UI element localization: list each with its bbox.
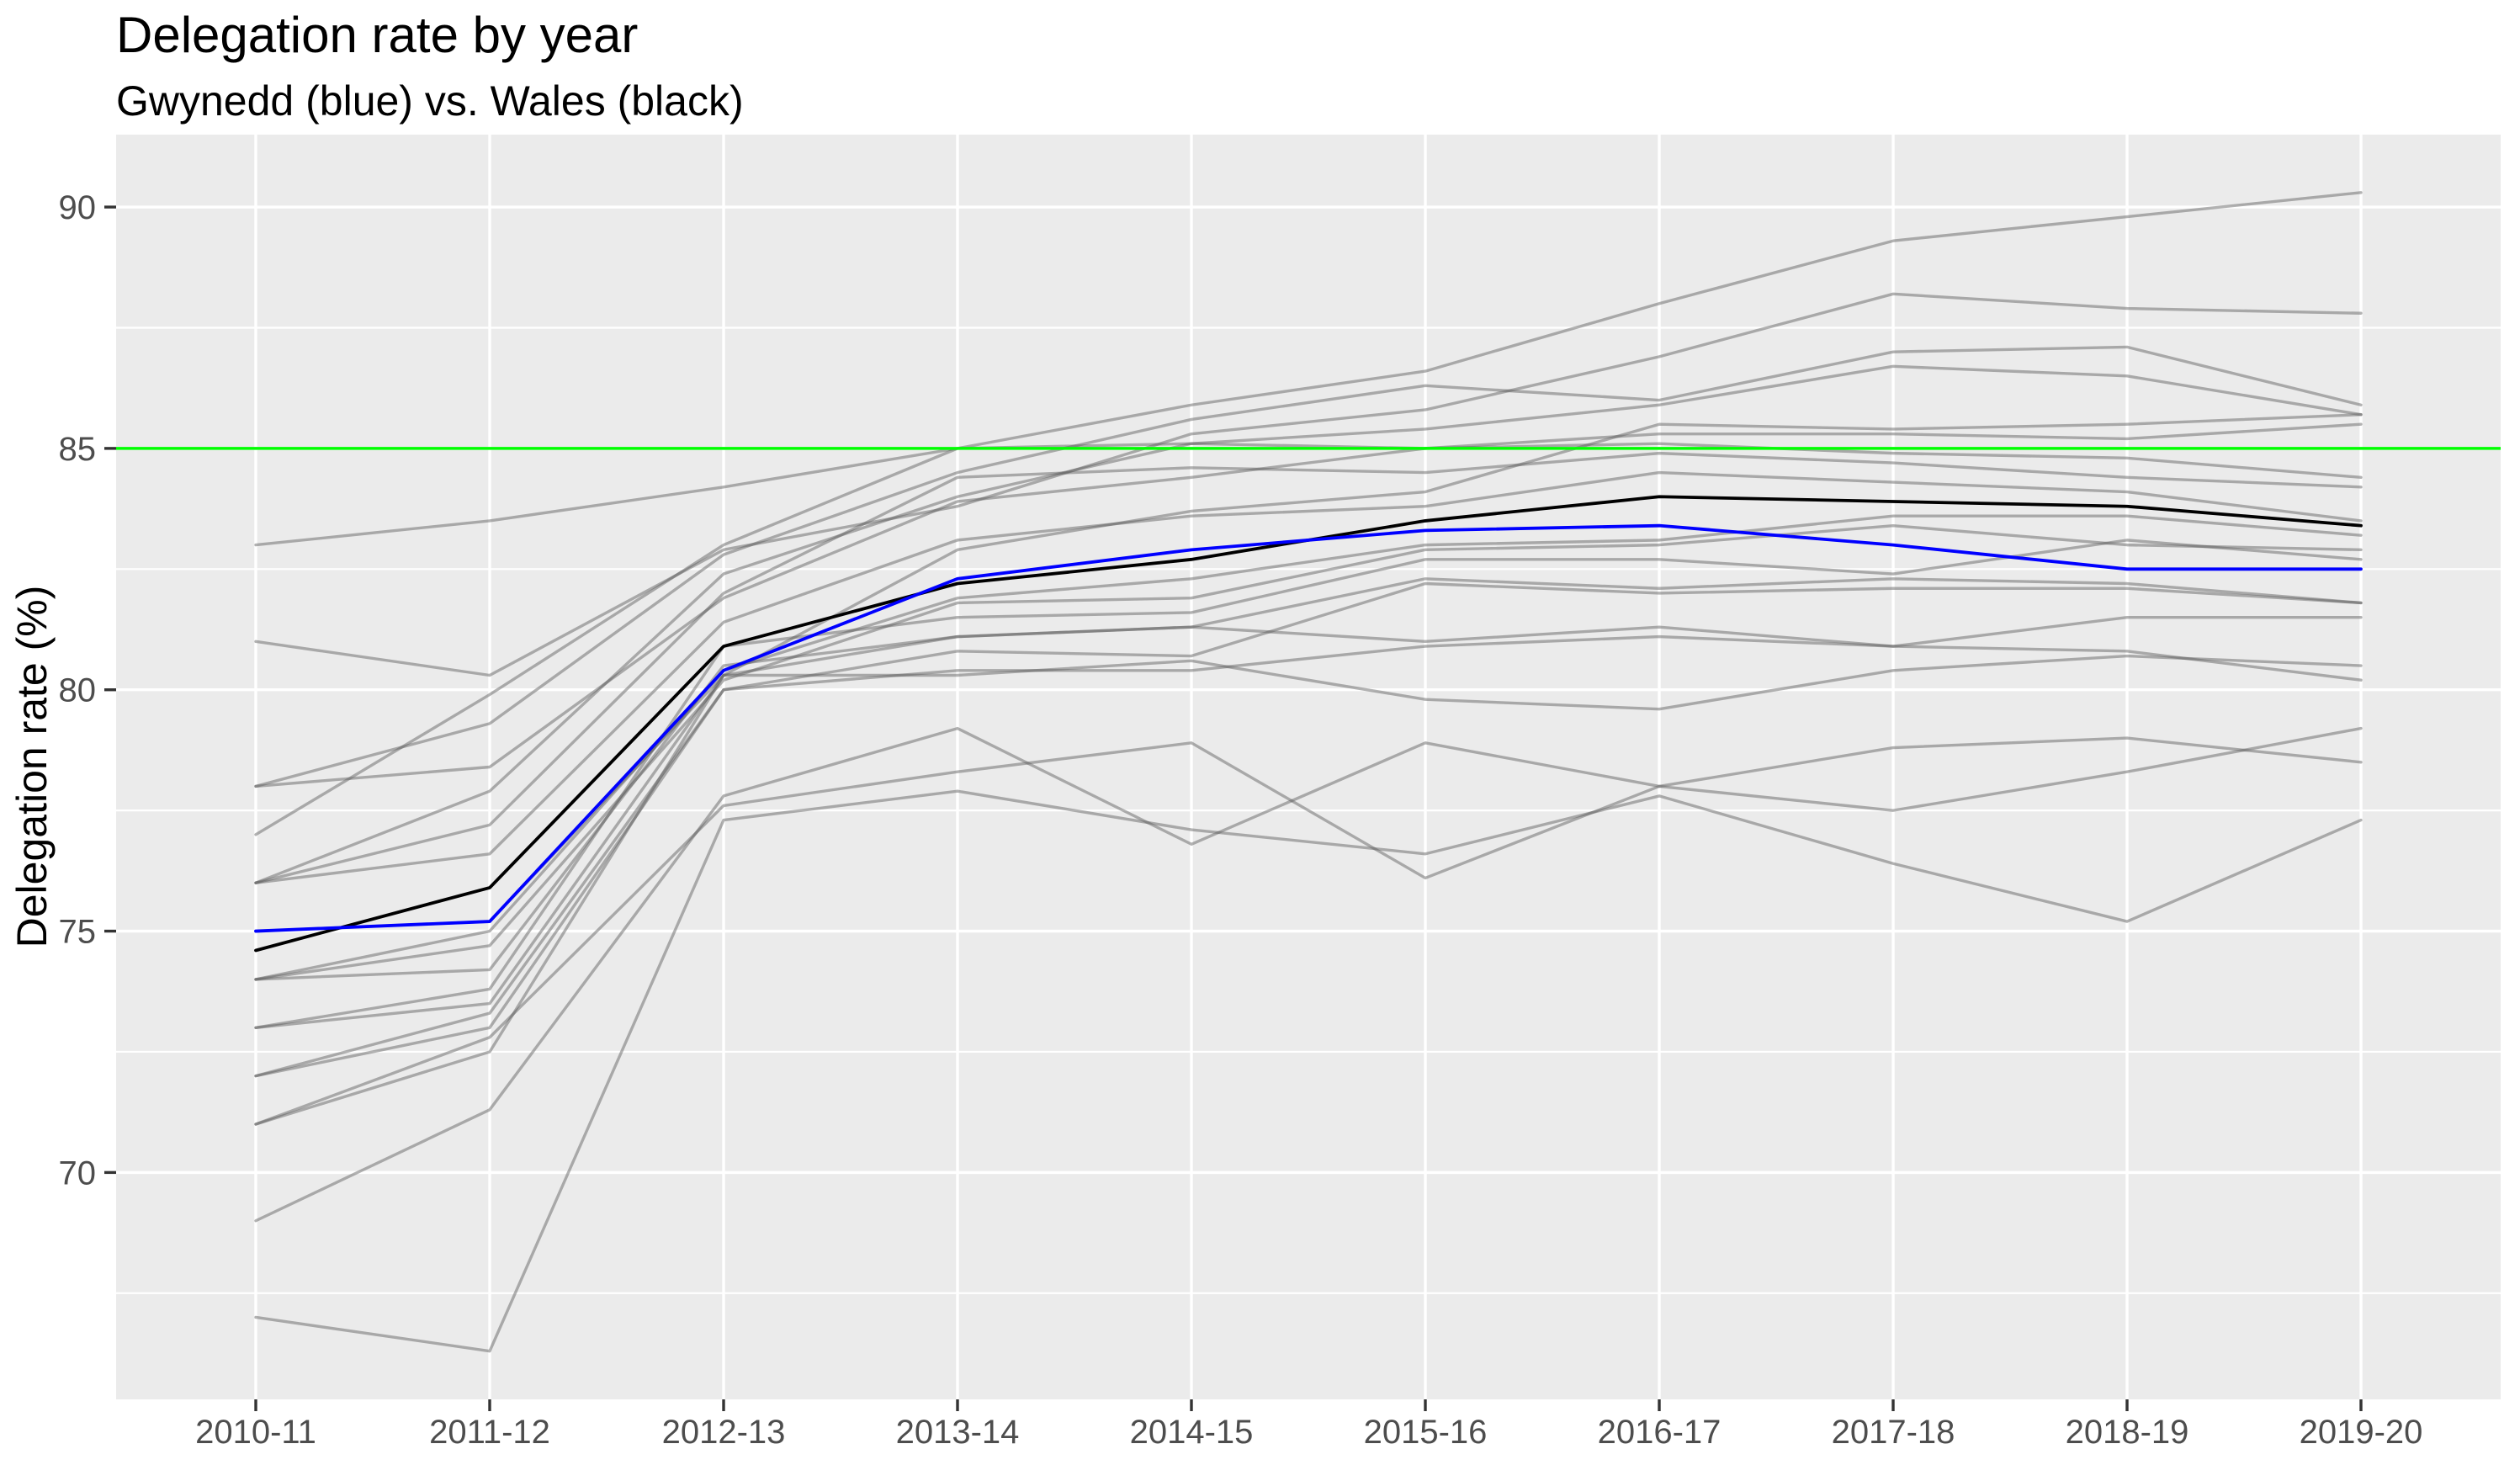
- y-axis-title: Delegation rate (%): [8, 586, 56, 948]
- series-line-other-la: [254, 364, 2363, 884]
- y-tick-label: 90: [59, 189, 97, 226]
- series-line-other-la: [254, 789, 2363, 1353]
- x-tick-label: 2019-20: [2300, 1414, 2423, 1451]
- series-line-other-la: [254, 470, 2363, 884]
- series-line-other-la: [254, 634, 2363, 1078]
- series-line-other-la: [254, 523, 2363, 981]
- series-line-other-la: [254, 654, 2363, 1126]
- series-line-other-la: [254, 615, 2363, 981]
- x-tick-label: 2012-13: [662, 1414, 786, 1451]
- y-tick-label: 85: [59, 431, 97, 468]
- x-tick-label: 2013-14: [896, 1414, 1020, 1451]
- series-line-other-la: [254, 726, 2363, 1126]
- series-line-other-la: [254, 581, 2363, 1078]
- x-tick-label: 2011-12: [429, 1414, 550, 1451]
- x-tick-label: 2014-15: [1130, 1414, 1254, 1451]
- panel-background: [116, 135, 2501, 1399]
- x-tick-label: 2018-19: [2066, 1414, 2189, 1451]
- series-line-gwynedd: [254, 523, 2363, 933]
- y-tick-label: 80: [59, 672, 97, 709]
- y-tick-label: 75: [59, 914, 97, 951]
- x-tick-label: 2017-18: [1832, 1414, 1955, 1451]
- x-tick-label: 2015-16: [1364, 1414, 1488, 1451]
- series-line-other-la: [254, 422, 2363, 788]
- chart-title: Delegation rate by year: [116, 7, 638, 63]
- x-tick-label: 2016-17: [1598, 1414, 1722, 1451]
- plot-area: 70 75 80 85 90 2010-11 2011-12 2012-13 2013-14 20…: [59, 135, 2501, 1451]
- series-line-other-la: [254, 726, 2363, 1223]
- series-line-other-la: [254, 191, 2363, 547]
- chart-subtitle: Gwynedd (blue) vs. Wales (black): [116, 77, 744, 125]
- series-line-other-la: [254, 514, 2363, 981]
- series-line-other-la: [254, 292, 2363, 677]
- y-tick-label: 70: [59, 1154, 97, 1192]
- series-line-other-la: [254, 451, 2363, 884]
- series-line-other-la: [254, 442, 2363, 836]
- x-tick-label: 2010-11: [195, 1414, 316, 1451]
- series-line-other-la: [254, 345, 2363, 788]
- series-line-other-la: [254, 413, 2363, 1029]
- series-line-other-la: [254, 577, 2363, 933]
